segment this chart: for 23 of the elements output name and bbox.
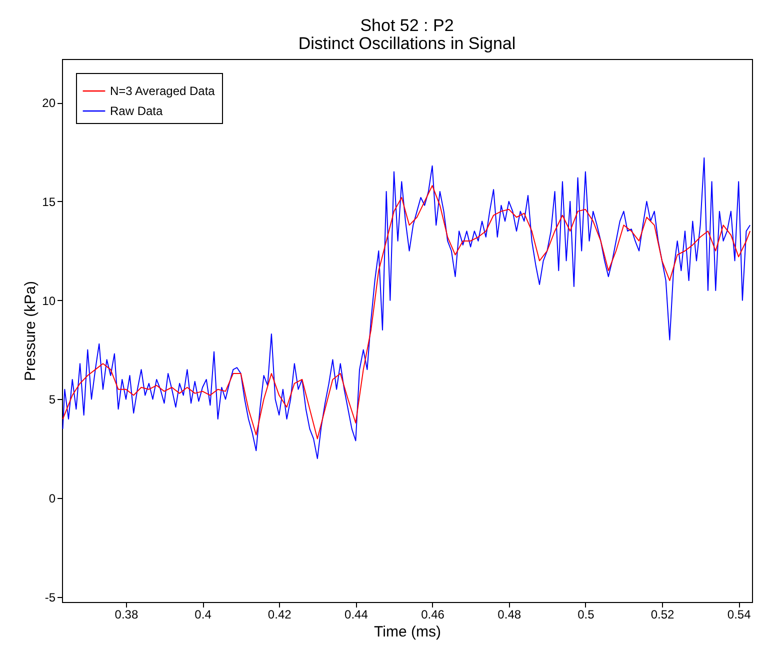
chart-subtitle: Distinct Oscillations in Signal <box>298 34 516 53</box>
y-axis-title: Pressure (kPa) <box>22 280 40 382</box>
y-tick-label: 10 <box>42 294 56 308</box>
legend-label: N=3 Averaged Data <box>110 84 216 98</box>
x-tick-label: 0.48 <box>498 608 522 622</box>
x-tick-label: 0.54 <box>727 608 752 622</box>
y-tick-label: 0 <box>48 492 56 506</box>
x-tick-label: 0.38 <box>114 608 138 622</box>
line-series <box>62 157 751 460</box>
x-axis-title: Time (ms) <box>374 624 441 640</box>
line-series <box>62 185 751 440</box>
y-tick-label: -5 <box>44 590 56 605</box>
y-tick-label: 20 <box>42 96 56 110</box>
x-tick-label: 0.46 <box>421 608 445 622</box>
x-tick-label: 0.52 <box>650 608 675 622</box>
x-tick-label: 0.44 <box>344 608 368 622</box>
legend-label: Raw Data <box>110 104 164 118</box>
chart-title: Shot 52 : P2 <box>360 16 454 35</box>
x-tick-label: 0.5 <box>578 608 595 622</box>
x-tick-label: 0.4 <box>194 608 212 622</box>
y-tick-label: 15 <box>42 194 56 209</box>
y-tick-label: 5 <box>48 392 56 407</box>
x-tick-label: 0.42 <box>268 608 292 622</box>
